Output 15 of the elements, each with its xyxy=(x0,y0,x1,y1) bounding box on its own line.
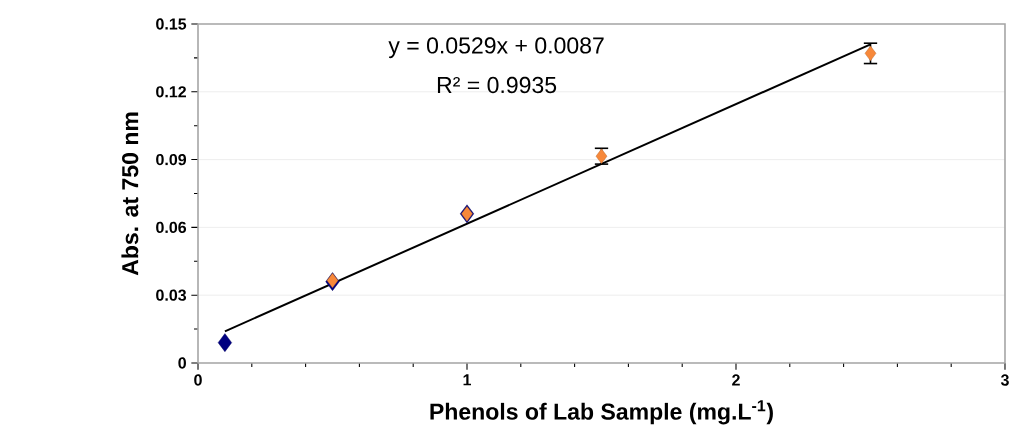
y-tick-label: 0 xyxy=(178,357,186,369)
annotation: R² = 0.9935 xyxy=(437,76,557,94)
y-tick-label: 0.03 xyxy=(156,289,187,301)
annotation: y = 0.0529x + 0.0087 xyxy=(388,37,604,59)
point xyxy=(217,333,232,352)
y-tick-label: 0.09 xyxy=(156,153,187,166)
x-tick-label: 0 xyxy=(194,374,202,386)
y-axis-title: Abs. at 750 nm xyxy=(121,112,139,276)
x-tick-label: 1 xyxy=(463,374,471,386)
x-axis-title: Phenols of Lab Sample (mg.L$^{-1}$) xyxy=(430,400,773,425)
y-tick-label: 0.12 xyxy=(156,86,186,98)
y-tick-label: 0.15 xyxy=(156,18,187,30)
x-tick-label: 3 xyxy=(1000,374,1009,386)
x-tick-label: 2 xyxy=(732,374,740,386)
y-tick-label: 0.06 xyxy=(156,221,187,234)
